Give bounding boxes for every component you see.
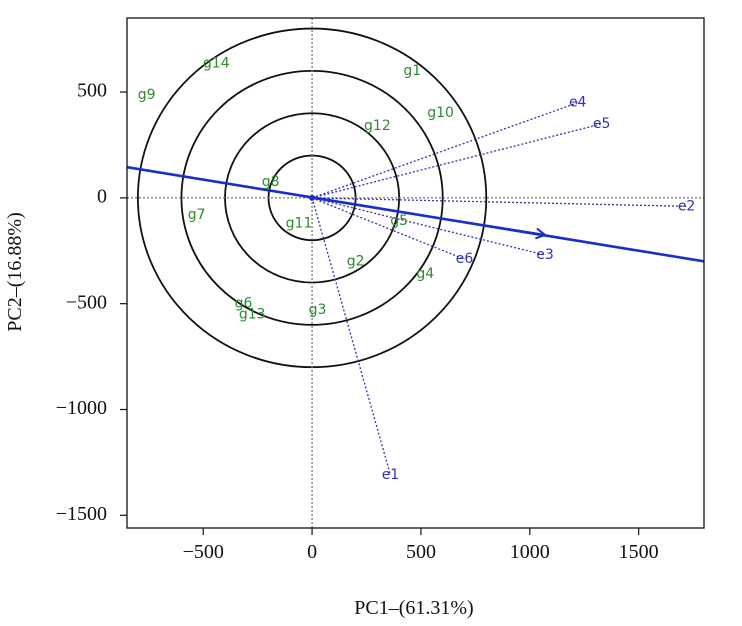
y-tick-label: −1500 bbox=[56, 503, 107, 525]
environment-vector-e4 bbox=[311, 102, 578, 199]
genotype-label-g9: g9 bbox=[138, 87, 156, 103]
genotype-label-g6: g6 bbox=[235, 296, 253, 312]
environment-label-e1: e1 bbox=[382, 467, 400, 483]
genotype-label-g12: g12 bbox=[364, 118, 391, 134]
plot-frame bbox=[126, 17, 705, 529]
environment-label-e4: e4 bbox=[569, 95, 587, 111]
axes: −500 0 500 1000 1500 500 0 −500 −1000 −1500 bbox=[56, 80, 659, 563]
environment-label-e5: e5 bbox=[593, 116, 611, 132]
genotype-label-g7: g7 bbox=[188, 207, 206, 223]
genotype-label-g14: g14 bbox=[203, 55, 230, 71]
genotype-label-g2: g2 bbox=[347, 253, 365, 269]
environment-vector-e1 bbox=[311, 197, 392, 476]
genotype-label-g13: g13 bbox=[239, 306, 266, 322]
genotype-label-g8: g8 bbox=[262, 174, 280, 190]
x-tick-label: 1500 bbox=[619, 541, 659, 563]
x-tick-label: 500 bbox=[406, 541, 436, 563]
average-environment-arrow bbox=[311, 196, 545, 235]
plot-area: e1 e2 e3 e4 e5 e6 g1 g2 g3 g4 g5 g6 g7 g8 g9 g10 g11 g12 g… bbox=[127, 18, 704, 528]
environment-label-e2: e2 bbox=[678, 198, 696, 214]
y-axis-title: PC2–(16.88%) bbox=[4, 212, 26, 331]
y-tick-label: −500 bbox=[66, 291, 107, 313]
x-tick-label: 1000 bbox=[510, 541, 550, 563]
genotype-label-g3: g3 bbox=[309, 302, 327, 318]
x-tick-label: −500 bbox=[183, 541, 224, 563]
environment-vector-e6 bbox=[311, 197, 465, 260]
genotype-label-g11: g11 bbox=[286, 215, 313, 231]
environment-vector-e2 bbox=[312, 197, 687, 207]
y-tick-label: 500 bbox=[77, 80, 107, 102]
origin-point bbox=[309, 194, 316, 201]
genotype-label-g4: g4 bbox=[416, 266, 434, 282]
environment-label-e6: e6 bbox=[456, 251, 474, 267]
genotype-label-g10: g10 bbox=[427, 105, 454, 121]
environment-label-e3: e3 bbox=[536, 247, 554, 263]
y-tick-label: −1000 bbox=[56, 397, 107, 419]
genotype-label-g5: g5 bbox=[390, 213, 408, 229]
x-tick-label: 0 bbox=[307, 541, 317, 563]
environment-vector-e5 bbox=[311, 123, 602, 199]
x-axis-title: PC1–(61.31%) bbox=[354, 597, 473, 619]
environment-vector-e3 bbox=[311, 197, 546, 256]
y-tick-label: 0 bbox=[97, 185, 107, 207]
genotype-label-g1: g1 bbox=[403, 63, 421, 79]
